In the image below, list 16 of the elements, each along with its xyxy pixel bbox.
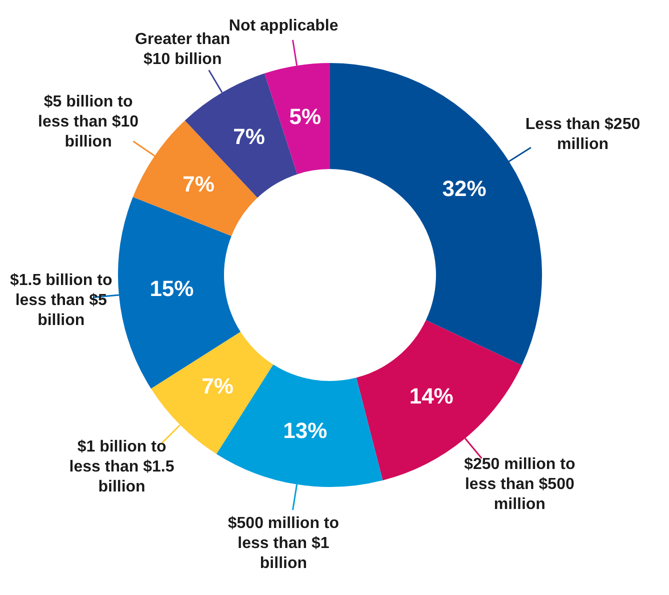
data-label: 5% [289,104,322,130]
slice-label: $1.5 billion to less than $5 billion [10,272,112,330]
data-label: 13% [283,418,328,444]
slice-label: Not applicable [228,18,338,35]
slice-label: $500 million to less than $1 billion [228,515,340,572]
data-label: 32% [442,176,486,201]
data-label: 14% [409,384,454,409]
data-label: 7% [182,172,214,197]
data-label: 7% [233,124,265,150]
slice-label: Less than $250 million [525,116,640,154]
slice-label: $5 billion to less than $10 billion [38,94,139,151]
slice-label: $250 million to less than $500 million [464,456,576,513]
data-label: 15% [150,276,194,302]
slice-label: $1 billion to less than $1.5 billion [69,438,174,496]
data-label: 7% [202,373,234,398]
slice-label: Greater than $10 billion [135,30,230,68]
